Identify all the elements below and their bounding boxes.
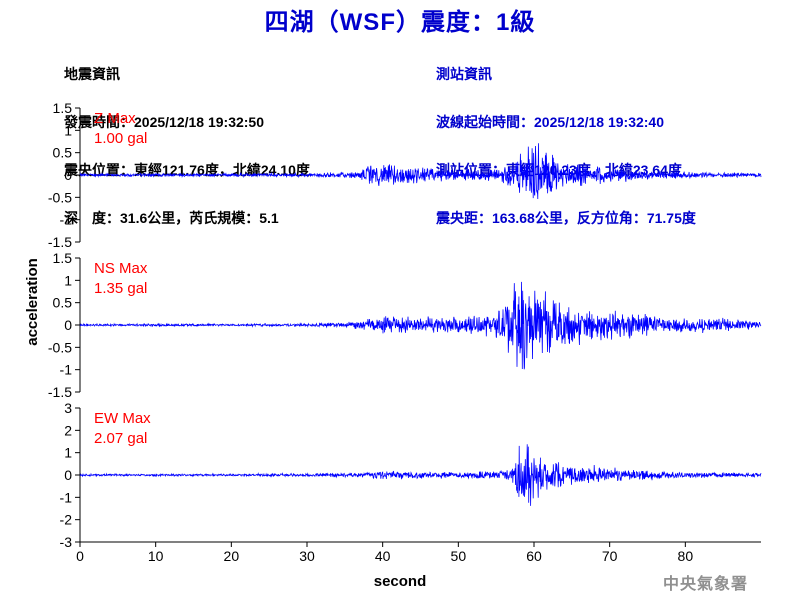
- max-value-z: 1.00 gal: [94, 130, 147, 147]
- max-label-ns: NS Max: [94, 260, 148, 277]
- x-tick-label: 60: [526, 548, 542, 564]
- max-value-ew: 2.07 gal: [94, 430, 147, 447]
- panel-z: 1.5 1 0.5 0 -0.5 -1 -1.5 Z Max 1.00 gal: [48, 100, 762, 250]
- max-label-z: Z Max: [94, 110, 136, 127]
- panels-group: 1.5 1 0.5 0 -0.5 -1 -1.5 Z Max 1.00 gal 1.5 1 0.5 0 -…: [48, 100, 762, 550]
- x-tick-label: 10: [148, 548, 164, 564]
- y-tick-label: 0: [64, 317, 72, 333]
- x-tick-label: 70: [602, 548, 618, 564]
- waveform-start-time: 波線起始時間：2025/12/18 19:32:40: [436, 114, 664, 130]
- x-tick-label: 50: [451, 548, 467, 564]
- x-tick-label: 80: [678, 548, 694, 564]
- y-tick-label: 0.5: [53, 295, 73, 311]
- quake-info-heading: 地震資訊: [64, 66, 120, 82]
- origin-time: 發震時間：2025/12/18 19:32:50: [64, 114, 264, 130]
- x-tick-label: 40: [375, 548, 391, 564]
- station-info-heading: 測站資訊: [436, 66, 492, 82]
- panel-ns: 1.5 1 0.5 0 -0.5 -1 -1.5 NS Max 1.35 gal: [48, 250, 762, 400]
- max-label-ew: EW Max: [94, 410, 151, 427]
- y-tick-label: 1.5: [53, 250, 73, 266]
- x-tick-label: 20: [224, 548, 240, 564]
- y-tick-label: -1.5: [48, 384, 72, 400]
- x-axis: second 0 10 20 30 40 50 60 70 80: [76, 541, 761, 590]
- max-value-ns: 1.35 gal: [94, 280, 147, 297]
- waveform-ew: [79, 444, 762, 506]
- epicenter-location: 震央位置：東經121.76度，北緯24.10度: [64, 162, 310, 178]
- x-axis-label: second: [374, 573, 427, 590]
- y-axis-label: acceleration: [24, 258, 41, 346]
- y-tick-label: 3: [64, 400, 72, 416]
- waveform-ns: [79, 281, 762, 370]
- waveform-z: [79, 143, 762, 200]
- y-tick-label: -1: [60, 489, 73, 505]
- y-tick-label: -1: [60, 212, 73, 228]
- y-tick-label: -3: [60, 534, 73, 550]
- page-title: 四湖（WSF）震度：1級: [264, 9, 536, 36]
- y-tick-label: 0: [64, 167, 72, 183]
- x-tick-label: 0: [76, 548, 84, 564]
- panel-ew: 3 2 1 0 -1 -2 -3 EW Max 2.07 gal: [60, 400, 762, 550]
- y-tick-label: 1.5: [53, 100, 73, 116]
- station-info-block: 測站資訊 波線起始時間：2025/12/18 19:32:40 測站位置：東經1…: [436, 34, 696, 258]
- y-tick-label: 0.5: [53, 145, 73, 161]
- quake-info-block: 地震資訊 發震時間：2025/12/18 19:32:50 震央位置：東經121…: [64, 34, 310, 258]
- y-tick-label: 1: [64, 122, 72, 138]
- y-tick-label: 0: [64, 467, 72, 483]
- y-tick-label: 1: [64, 445, 72, 461]
- y-tick-label: 1: [64, 272, 72, 288]
- agency-watermark: 中央氣象署: [662, 574, 748, 593]
- y-tick-label: -1.5: [48, 234, 72, 250]
- y-tick-label: -1: [60, 362, 73, 378]
- epicentral-distance: 震央距：163.68公里，反方位角：71.75度: [436, 210, 696, 226]
- depth-magnitude: 深 度：31.6公里，芮氏規模：5.1: [64, 210, 279, 226]
- x-tick-label: 30: [299, 548, 315, 564]
- y-tick-label: 2: [64, 422, 72, 438]
- y-tick-label: -0.5: [48, 339, 72, 355]
- y-tick-label: -0.5: [48, 189, 72, 205]
- y-tick-label: -2: [60, 512, 73, 528]
